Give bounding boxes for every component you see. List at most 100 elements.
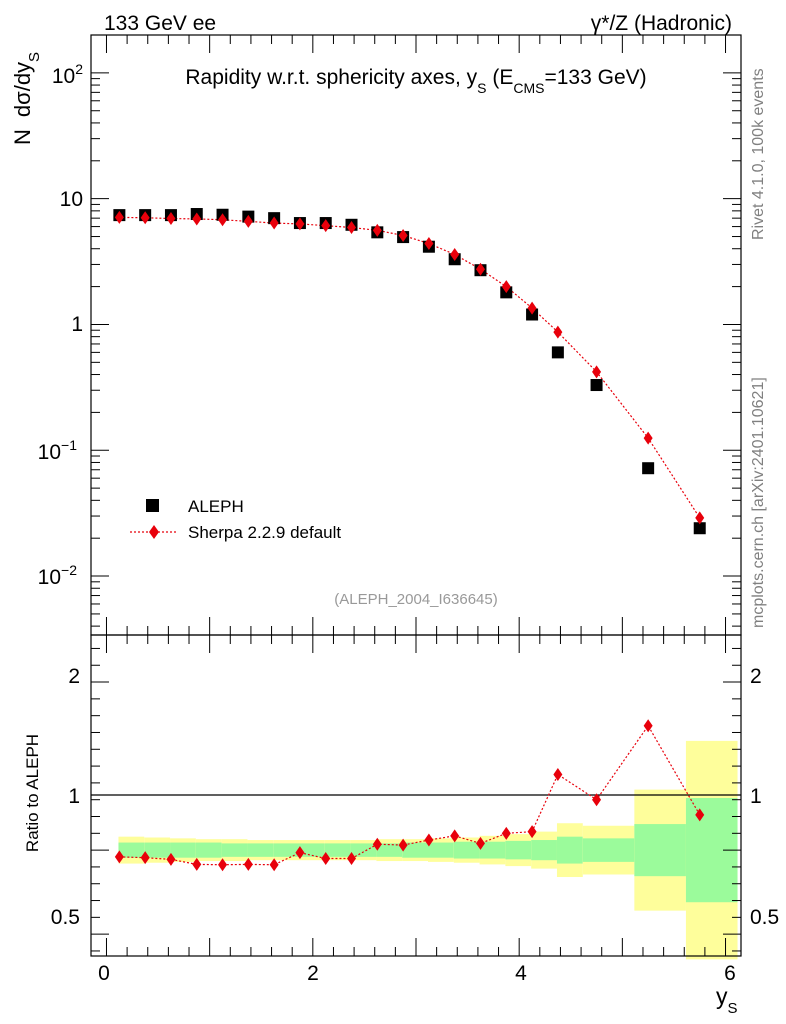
- sherpa-point: [166, 212, 176, 226]
- sherpa-point: [450, 247, 460, 261]
- ratio-tick-label-1-left: 1: [68, 785, 80, 808]
- ratio-point: [475, 836, 485, 850]
- sherpa-point: [243, 214, 253, 228]
- ratio-point: [347, 852, 357, 866]
- ratio-band-stat: [118, 842, 145, 858]
- ratio-point: [450, 829, 460, 843]
- mcplots-label: mcplots.cern.ch [arXiv:2401.10621]: [750, 377, 767, 628]
- xtick-label-2: 2: [307, 962, 319, 985]
- ratio-band-stat: [556, 836, 583, 864]
- sherpa-point: [347, 220, 357, 234]
- aleph-point: [693, 522, 706, 535]
- ratio-band-stat: [453, 841, 480, 859]
- xtick-label-4: 4: [515, 962, 527, 985]
- sherpa-point: [553, 325, 563, 339]
- ratio-tick-label-1-right: 1: [750, 785, 762, 808]
- ratio-point: [295, 846, 305, 860]
- main-axis-ticks: [91, 34, 741, 635]
- ytick-label-1: 1: [71, 313, 83, 336]
- ratio-band-layer: [118, 740, 738, 960]
- ratio-point: [424, 833, 434, 847]
- sherpa-line: [119, 216, 701, 519]
- legend-marker-aleph: [146, 499, 159, 512]
- xtick-label-6: 6: [724, 962, 736, 985]
- rivet-label: Rivet 4.1.0, 100k events: [750, 68, 767, 240]
- sherpa-point: [269, 216, 279, 230]
- ratio-band-stat: [350, 843, 377, 857]
- ratio-band-stat: [144, 842, 171, 858]
- ratio-marks-layer: [114, 719, 705, 872]
- xtick-label-0: 0: [98, 962, 110, 985]
- ytick-label-10: 10: [60, 188, 83, 211]
- ratio-point: [553, 767, 563, 781]
- sherpa-point: [114, 210, 124, 224]
- main-frame: [90, 34, 742, 636]
- ratio-band-stat: [221, 843, 248, 857]
- ratio-point: [592, 793, 602, 807]
- ratio-y-label: Ratio to ALEPH: [23, 734, 42, 852]
- ratio-tick-label-2-right: 2: [750, 665, 762, 688]
- sherpa-point: [592, 365, 602, 379]
- ratio-point: [501, 826, 511, 840]
- mc-line-layer: [119, 216, 701, 519]
- ytick-label-100: 102: [52, 61, 83, 88]
- ratio-band-stat: [505, 840, 532, 860]
- ratio-point: [218, 858, 228, 872]
- sherpa-point: [643, 431, 653, 445]
- process-label: γ*/Z (Hadronic): [591, 12, 732, 35]
- ratio-point: [695, 808, 705, 822]
- ratio-point: [398, 838, 408, 852]
- ratio-axis-ticks: [91, 635, 741, 956]
- ratio-band-stat: [170, 842, 196, 858]
- ratio-band-stat: [479, 841, 506, 859]
- ratio-point: [372, 837, 382, 851]
- ratio-point: [643, 719, 653, 733]
- ratio-band-stat: [247, 843, 274, 857]
- ytick-label-0p01: 10−2: [38, 562, 78, 589]
- sherpa-point: [424, 237, 434, 251]
- plot-title: Rapidity w.r.t. sphericity axes, yS (ECM…: [185, 66, 646, 96]
- ratio-band-stat: [531, 840, 557, 861]
- sherpa-point: [501, 280, 511, 294]
- ratio-band-stat: [324, 843, 351, 857]
- ratio-point: [243, 857, 253, 871]
- energy-label: 133 GeV ee: [104, 12, 216, 35]
- ratio-band-stat: [634, 824, 686, 877]
- ratio-point: [192, 857, 202, 871]
- ratio-tick-label-0p5-left: 0.5: [51, 906, 80, 929]
- sherpa-point: [372, 223, 382, 237]
- ratio-point: [321, 852, 331, 866]
- sherpa-point: [695, 511, 705, 525]
- main-marks-layer: [113, 208, 706, 535]
- ratio-band-stat: [428, 842, 454, 858]
- ratio-band-stat: [273, 843, 300, 857]
- aleph-point: [590, 379, 603, 392]
- sherpa-point: [398, 228, 408, 242]
- sherpa-point: [475, 262, 485, 276]
- ratio-band-stat: [582, 838, 635, 862]
- ratio-tick-label-2-left: 2: [68, 665, 80, 688]
- ratio-point: [166, 852, 176, 866]
- x-axis-label: yS: [716, 983, 738, 1017]
- sherpa-point: [140, 211, 150, 225]
- ratio-point: [140, 851, 150, 865]
- aleph-point: [642, 462, 655, 475]
- aleph-point: [551, 346, 564, 359]
- legend-label-sherpa: Sherpa 2.2.9 default: [188, 523, 341, 542]
- svg-text:Ndσ/dyS: Ndσ/dyS: [10, 52, 43, 145]
- ratio-point: [114, 850, 124, 864]
- ytick-label-0p1: 10−1: [38, 437, 78, 464]
- legend-label-aleph: ALEPH: [188, 497, 244, 516]
- legend-marker-sherpa: [149, 525, 159, 539]
- sherpa-point: [218, 213, 228, 227]
- legend: ALEPH Sherpa 2.2.9 default: [130, 497, 341, 542]
- y-axis-label: Ndσ/dyS: [10, 52, 43, 145]
- ratio-point: [269, 858, 279, 872]
- sherpa-point: [295, 217, 305, 231]
- ratio-point: [527, 825, 537, 839]
- ratio-band-stat: [376, 843, 403, 857]
- ratio-band-stat: [195, 842, 222, 858]
- sherpa-point: [321, 219, 331, 233]
- ratio-band-stat: [402, 842, 428, 858]
